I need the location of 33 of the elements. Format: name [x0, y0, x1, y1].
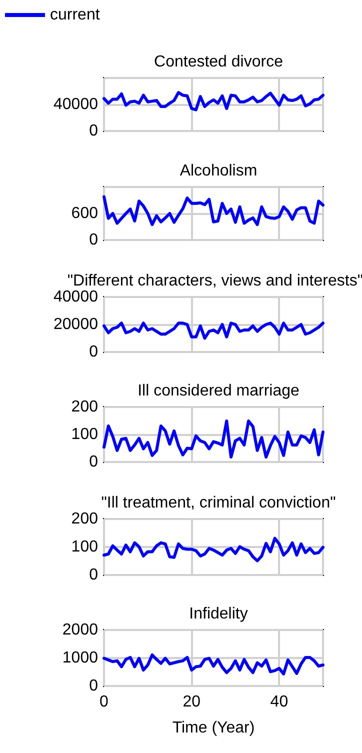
- chart-title: "Ill treatment, criminal conviction": [101, 494, 336, 512]
- y-tick-label: 600: [71, 205, 98, 222]
- y-tick-label: 100: [71, 426, 98, 443]
- y-tick-label: 1000: [62, 650, 98, 666]
- line-series: [102, 653, 324, 676]
- chart-title: "Different characters, views and interests": [67, 272, 362, 290]
- y-tick-label: 0: [89, 566, 98, 584]
- y-tick-label: 20000: [54, 316, 98, 333]
- y-tick-label: 0: [89, 678, 98, 694]
- y-tick-label: 200: [71, 510, 98, 528]
- y-tick-label: 0: [89, 454, 98, 470]
- y-tick-label: 40000: [54, 288, 98, 306]
- chart-title: Contested divorce: [154, 54, 284, 70]
- line-series: [102, 91, 324, 112]
- y-tick-label: 40000: [54, 96, 98, 113]
- y-tick-label: 2000: [62, 622, 98, 638]
- y-tick-label: 0: [89, 122, 98, 140]
- chart-title: Infidelity: [189, 606, 248, 622]
- x-tick-label: 40: [270, 694, 288, 710]
- y-tick-label: 0: [89, 344, 98, 360]
- chart-title: Alcoholism: [180, 162, 258, 180]
- chart-title: Ill considered marriage: [138, 382, 300, 400]
- line-series: [102, 420, 324, 459]
- y-tick-label: 200: [71, 398, 98, 416]
- x-axis-title: Time (Year): [172, 720, 255, 736]
- x-tick-label: 20: [182, 694, 201, 710]
- line-series: [102, 195, 324, 226]
- x-tick-label: 0: [100, 694, 109, 710]
- line-series: [102, 322, 324, 340]
- y-tick-label: 0: [89, 232, 98, 248]
- line-series: [102, 536, 324, 562]
- y-tick-label: 100: [71, 538, 98, 556]
- legend-label: current: [50, 6, 100, 24]
